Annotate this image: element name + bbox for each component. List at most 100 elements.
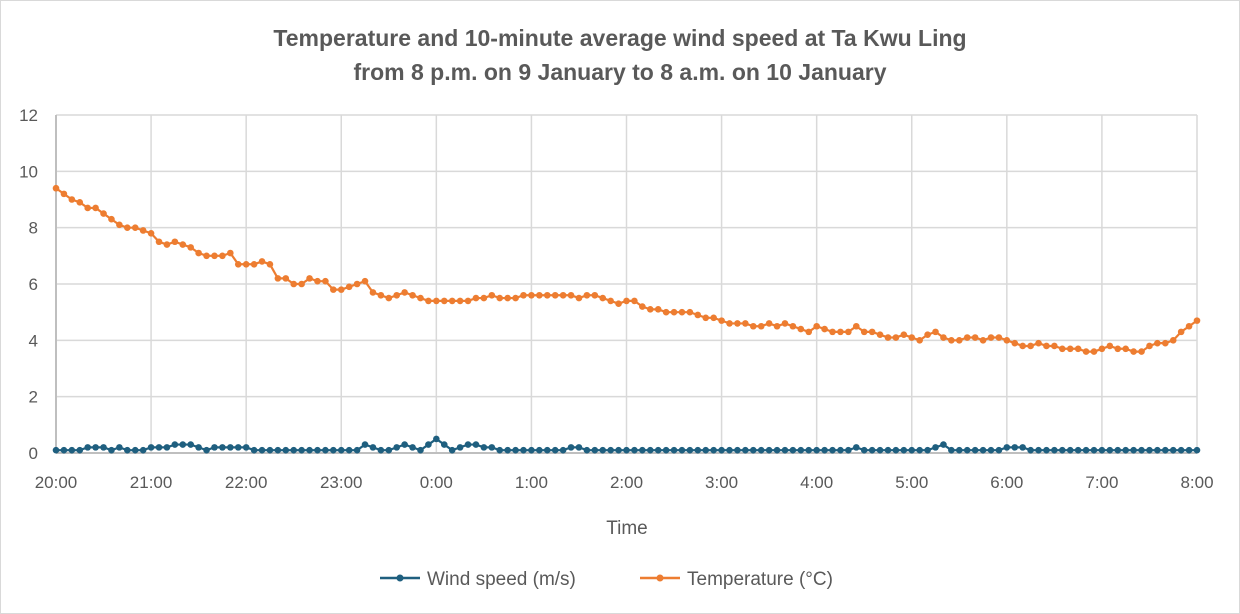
data-point (971, 334, 979, 341)
data-point (639, 446, 646, 454)
data-point (742, 446, 749, 454)
data-point (718, 317, 725, 324)
data-point (916, 337, 923, 344)
data-point (464, 441, 472, 448)
data-point (1011, 444, 1019, 451)
data-point (203, 446, 210, 454)
data-point (646, 446, 654, 454)
data-point (551, 291, 559, 299)
data-point (567, 444, 575, 451)
data-point (852, 444, 860, 451)
data-point (1051, 446, 1058, 454)
data-point (171, 441, 179, 448)
data-point (1146, 446, 1153, 454)
data-point (924, 331, 931, 339)
data-point (195, 444, 202, 451)
data-point (639, 303, 646, 310)
data-point (211, 444, 218, 451)
data-point (480, 294, 488, 302)
data-point (203, 252, 210, 260)
data-point (662, 308, 670, 316)
data-point (361, 441, 369, 448)
data-point (448, 297, 456, 305)
data-point (345, 446, 353, 454)
data-point (932, 328, 939, 336)
data-point (147, 230, 155, 237)
data-point (860, 328, 868, 336)
data-point (401, 441, 408, 448)
data-point (868, 328, 876, 336)
data-point (187, 441, 195, 448)
data-point (1114, 446, 1122, 454)
legend: Wind speed (m/s) Temperature (°C) (380, 569, 833, 590)
data-point (147, 444, 155, 451)
data-point (234, 260, 242, 268)
data-point (322, 446, 329, 454)
data-point (1146, 342, 1153, 350)
data-point (1122, 345, 1129, 353)
x-axis-label: Time (606, 518, 648, 539)
data-point (551, 446, 559, 454)
data-point (797, 446, 805, 454)
data-point (480, 444, 488, 451)
data-point (1130, 446, 1137, 454)
data-point (955, 446, 963, 454)
data-point (623, 297, 630, 305)
data-point (876, 446, 884, 454)
data-point (924, 446, 931, 454)
data-point (385, 294, 393, 302)
data-point (187, 244, 195, 251)
data-point (1098, 446, 1106, 454)
data-point (179, 241, 187, 248)
data-point (559, 446, 567, 454)
data-point (528, 446, 535, 454)
data-point (845, 328, 852, 336)
data-point (900, 446, 908, 454)
data-point (488, 291, 496, 299)
legend-label: Temperature (°C) (687, 569, 833, 590)
data-point (68, 196, 76, 203)
data-point (1003, 337, 1011, 344)
data-point (496, 294, 504, 302)
data-point (290, 280, 298, 288)
data-point (829, 446, 836, 454)
data-point (322, 277, 329, 285)
data-point (1058, 345, 1066, 353)
data-point (1122, 446, 1129, 454)
data-point (274, 446, 282, 454)
data-point (464, 297, 472, 305)
data-point (60, 446, 68, 454)
data-point (631, 446, 638, 454)
data-point (963, 334, 971, 341)
data-point (1193, 446, 1201, 454)
data-point (1154, 339, 1161, 347)
y-tick-label: 0 (29, 444, 38, 463)
data-point (908, 446, 916, 454)
data-point (837, 328, 844, 336)
data-point (1082, 446, 1090, 454)
data-point (456, 444, 464, 451)
x-tick-label: 23:00 (320, 473, 363, 492)
data-point (773, 322, 781, 330)
data-point (837, 446, 844, 454)
y-tick-label: 6 (29, 275, 38, 294)
data-point (1074, 446, 1082, 454)
data-point (219, 252, 226, 260)
x-tick-label: 20:00 (35, 473, 78, 492)
data-point (686, 308, 694, 316)
data-point (940, 441, 947, 448)
data-point (591, 291, 599, 299)
data-point (995, 446, 1003, 454)
x-tick-label: 5:00 (895, 473, 928, 492)
data-point (908, 334, 916, 341)
legend-marker (396, 574, 404, 582)
data-point (155, 238, 163, 246)
data-point (1114, 345, 1122, 353)
data-point (702, 446, 710, 454)
data-point (1162, 446, 1169, 454)
data-point (314, 277, 321, 285)
data-point (607, 297, 614, 305)
data-point (884, 334, 892, 341)
data-point (615, 300, 622, 308)
y-tick-label: 8 (29, 219, 38, 238)
